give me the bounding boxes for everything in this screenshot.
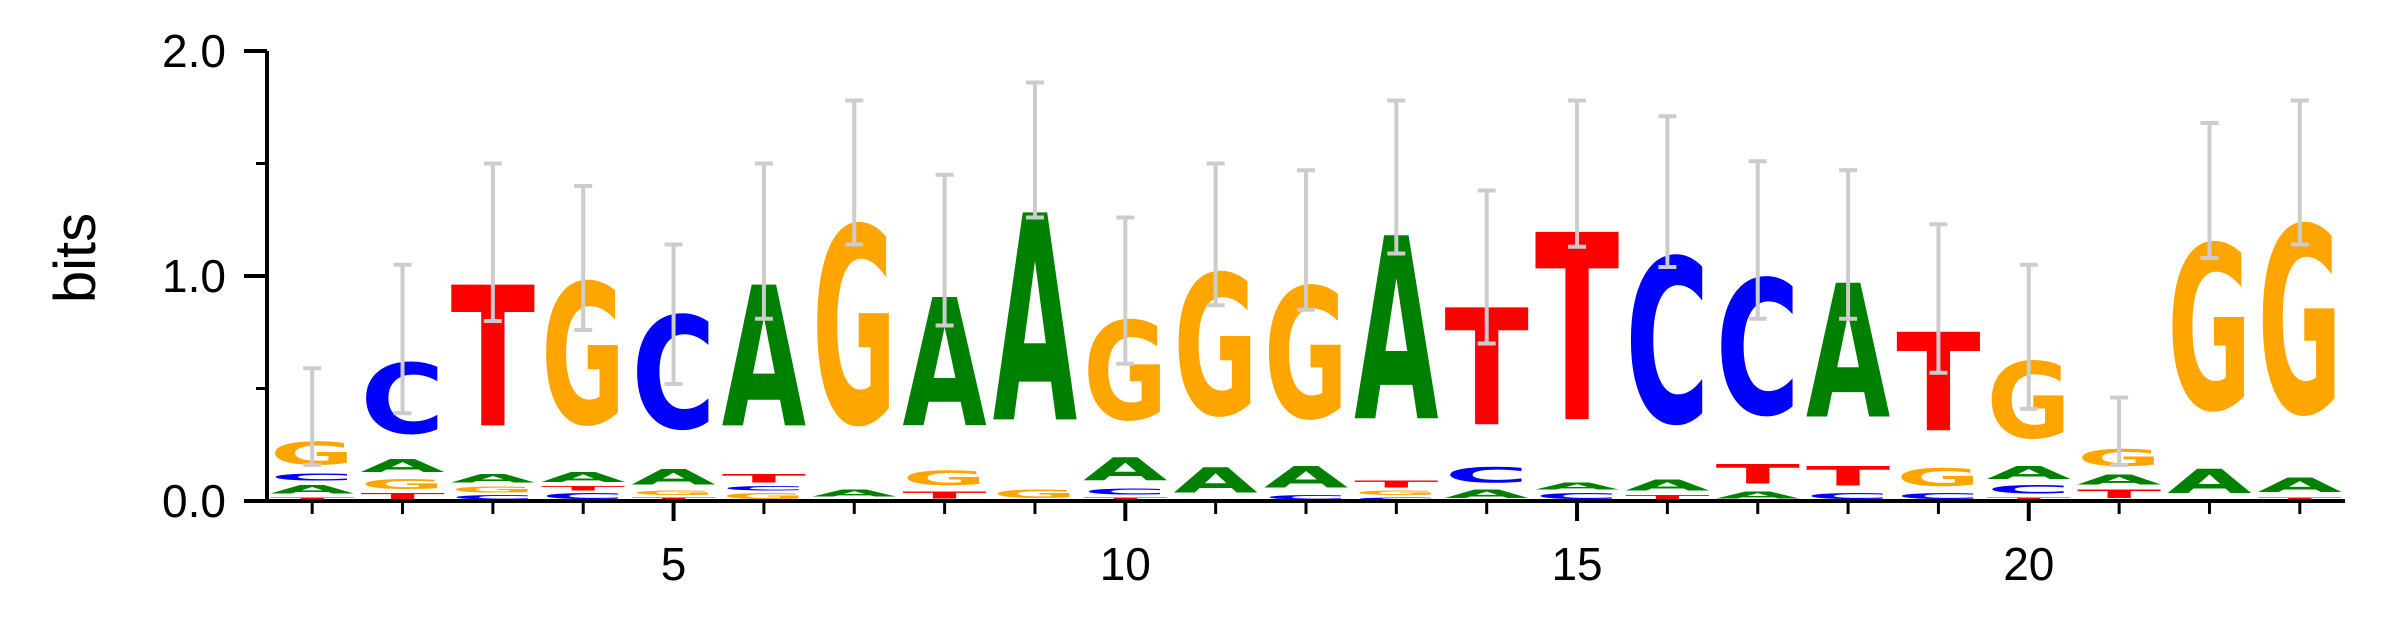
error-bar-pos-2 — [393, 262, 412, 416]
x-ticks: 5 10 15 20 — [310, 501, 2302, 590]
error-bar-pos-5 — [664, 242, 683, 386]
error-bar-pos-17 — [1748, 159, 1767, 321]
logo-letter-t-pos-10: T — [1083, 496, 1168, 501]
logo-letter-t-pos-17: T — [1716, 458, 1800, 489]
error-bar-pos-13 — [1387, 98, 1406, 256]
logo-letter-a-pos-14: A — [1445, 488, 1529, 501]
y-tick-label: 1.0 — [162, 250, 226, 302]
x-tick-label: 15 — [1551, 538, 1602, 590]
logo-letter-c-pos-1: C — [270, 472, 354, 483]
logo-letter-t-pos-13: T — [1354, 479, 1439, 490]
logo-letter-a-pos-17: A — [1716, 490, 1801, 501]
logo-letter-g-pos-3: G — [451, 485, 535, 494]
logo-letter-c-pos-4: C — [541, 492, 625, 501]
error-bar-pos-9 — [1025, 80, 1044, 220]
logo-letter-c-pos-18: C — [1806, 492, 1890, 501]
logo-letter-c-pos-12: C — [1264, 494, 1348, 501]
logo-letter-t-pos-4: T — [541, 485, 626, 492]
logo-letter-t-pos-16: T — [1625, 494, 1710, 501]
logo-letter-c-pos-19: C — [1896, 492, 1980, 501]
error-bar-pos-21 — [2110, 395, 2129, 467]
logo-letter-t-pos-8: T — [902, 490, 987, 501]
logo-letter-t-pos-20: T — [1987, 496, 2072, 501]
logo-letter-t-pos-18: T — [1806, 461, 1890, 492]
logo-letter-t-pos-1: T — [270, 496, 355, 501]
error-bar-pos-7 — [845, 98, 864, 247]
logo-letter-a-pos-22: A — [2167, 463, 2251, 501]
error-bar-pos-22 — [2200, 121, 2219, 260]
logo-letter-c-pos-20: C — [1987, 483, 2071, 496]
logo-letter-a-pos-7: A — [812, 488, 897, 499]
error-bar-pos-8 — [935, 172, 954, 328]
logo-letter-a-pos-11: A — [1173, 461, 1258, 501]
logo-letter-a-pos-15: A — [1535, 481, 1620, 492]
error-bar-pos-19 — [1929, 222, 1948, 375]
logo-letter-a-pos-10: A — [1083, 452, 1167, 488]
logo-letter-a-pos-23: A — [2258, 474, 2343, 496]
x-tick-label: 5 — [661, 538, 687, 590]
logo-letter-c-pos-13: C — [1354, 497, 1438, 501]
logo-letter-a-pos-21: A — [2077, 472, 2161, 488]
error-bar-pos-23 — [2290, 98, 2309, 247]
logo-letter-a-pos-20: A — [1987, 463, 2071, 483]
y-tick-label: 2.0 — [162, 25, 226, 77]
error-bar-pos-20 — [2019, 262, 2038, 411]
error-bar-pos-18 — [1839, 168, 1858, 321]
logo-letter-t-pos-5: T — [631, 496, 716, 501]
logo-letter-t-pos-2: T — [360, 492, 445, 501]
error-bar-pos-16 — [1658, 114, 1677, 269]
error-bar-pos-6 — [754, 161, 773, 321]
logo-letter-a-pos-5: A — [631, 465, 716, 490]
logo-letter-g-pos-9: G — [993, 488, 1077, 501]
logo-letter-g-pos-13: G — [1354, 490, 1438, 497]
logo-letter-a-pos-2: A — [360, 456, 444, 476]
x-tick-label: 20 — [2003, 538, 2054, 590]
logo-letter-c-pos-3: C — [451, 494, 535, 501]
logo-letter-c-pos-6: C — [722, 485, 806, 492]
error-bar-pos-14 — [1477, 188, 1496, 346]
logo-letter-c-pos-14: C — [1445, 463, 1529, 488]
error-bar-pos-1 — [303, 366, 322, 467]
y-ticks: 0.0 1.0 2.0 — [162, 25, 267, 527]
logo-letter-a-pos-1: A — [270, 483, 354, 496]
logo-letter-g-pos-19: G — [1896, 463, 1980, 492]
logo-letter-g-pos-8: G — [902, 467, 986, 489]
y-tick-label: 0.0 — [162, 475, 226, 527]
logo-letter-a-pos-16: A — [1625, 476, 1709, 494]
logo-letter-g-pos-6: G — [722, 492, 806, 501]
logo-letter-a-pos-3: A — [451, 472, 535, 485]
logo-letter-c-pos-10: C — [1083, 488, 1167, 497]
logo-letter-g-pos-2: G — [360, 476, 444, 492]
logo-letter-g-pos-5: G — [631, 490, 715, 497]
logo-letter-a-pos-4: A — [541, 470, 625, 486]
error-bar-pos-11 — [1206, 161, 1225, 308]
error-bar-pos-15 — [1568, 98, 1587, 249]
y-axis-title: bits — [43, 213, 108, 303]
logo-letter-t-pos-6: T — [722, 472, 806, 486]
error-bar-pos-4 — [574, 184, 593, 332]
logo-letter-a-pos-12: A — [1264, 460, 1349, 494]
x-tick-label: 10 — [1100, 538, 1151, 590]
error-bar-pos-12 — [1297, 168, 1315, 312]
error-bar-pos-10 — [1116, 215, 1135, 366]
logo-letter-t-pos-23: T — [2258, 496, 2343, 501]
logo-letter-c-pos-15: C — [1535, 492, 1619, 501]
error-bar-pos-3 — [483, 161, 502, 323]
logo-letter-t-pos-21: T — [2077, 487, 2161, 501]
error-bars — [303, 80, 2309, 467]
